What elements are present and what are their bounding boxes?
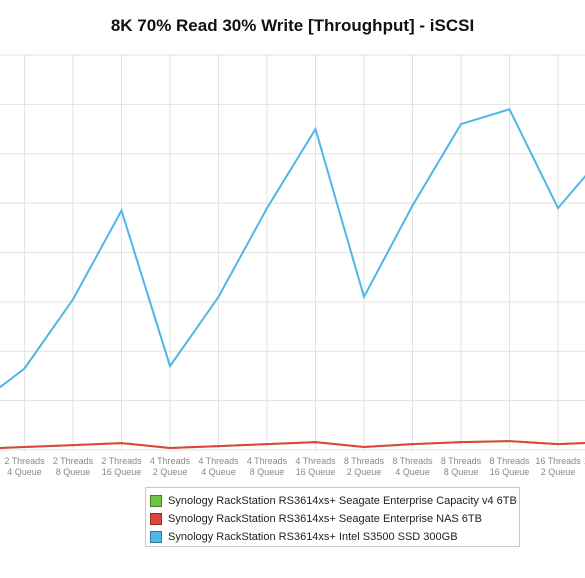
legend-label: Synology RackStation RS3614xs+ Intel S35… [168, 531, 458, 543]
x-tick-label: 4 Threads 4 Queue [198, 456, 239, 477]
series-line-2 [0, 440, 585, 450]
x-tick-label: 8 Threads 4 Queue [392, 456, 433, 477]
series-line-3 [0, 108, 585, 389]
legend-item: Synology RackStation RS3614xs+ Seagate E… [150, 492, 519, 510]
legend-label: Synology RackStation RS3614xs+ Seagate E… [168, 495, 517, 507]
legend-item: Synology RackStation RS3614xs+ Seagate E… [150, 510, 519, 528]
x-tick-label: 4 Threads 8 Queue [247, 456, 288, 477]
chart-title: 8K 70% Read 30% Write [Throughput] - iSC… [110, 16, 475, 35]
x-tick-label: 8 Threads 8 Queue [441, 456, 482, 477]
x-tick-label: 8 Threads 2 Queue [344, 456, 385, 477]
x-tick-label: 4 Threads 16 Queue [295, 456, 336, 477]
x-tick-label: 8 Threads 16 Queue [489, 456, 530, 477]
x-tick-label: 2 Threads 16 Queue [101, 456, 142, 477]
chart-legend: Synology RackStation RS3614xs+ Seagate E… [145, 487, 520, 547]
x-tick-label: 4 Threads 2 Queue [150, 456, 191, 477]
legend-item: Synology RackStation RS3614xs+ Intel S35… [150, 528, 519, 546]
x-tick-label: 16 Threads 2 Queue [535, 456, 581, 477]
x-tick-label: 2 Threads 8 Queue [53, 456, 94, 477]
legend-swatch [150, 495, 162, 507]
legend-swatch [150, 513, 162, 525]
x-tick-label: 2 Threads 4 Queue [4, 456, 45, 477]
legend-label: Synology RackStation RS3614xs+ Seagate E… [168, 513, 482, 525]
legend-swatch [150, 531, 162, 543]
